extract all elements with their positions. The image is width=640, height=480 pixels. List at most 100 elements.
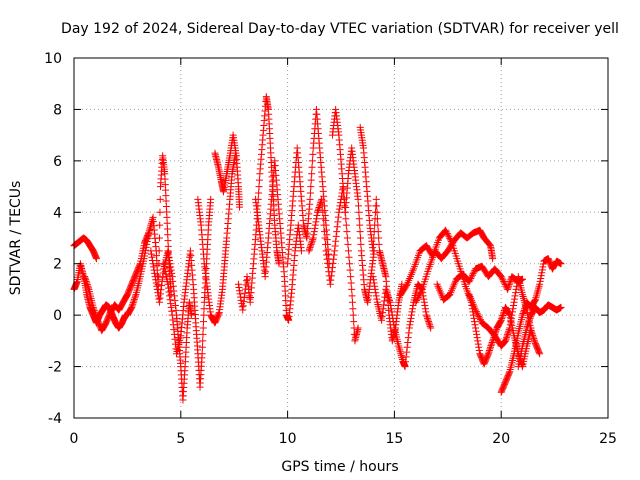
data-point bbox=[374, 228, 382, 236]
data-point bbox=[475, 312, 483, 320]
data-point bbox=[155, 234, 163, 242]
data-point bbox=[156, 208, 164, 216]
data-point bbox=[330, 251, 338, 259]
data-point bbox=[417, 289, 425, 297]
data-point bbox=[198, 350, 206, 358]
data-point bbox=[485, 347, 493, 354]
data-point bbox=[467, 275, 475, 282]
data-point bbox=[505, 327, 513, 335]
data-point bbox=[498, 313, 506, 321]
data-point bbox=[528, 328, 536, 336]
data-point bbox=[488, 338, 496, 346]
data-point bbox=[384, 292, 392, 300]
data-point bbox=[401, 363, 409, 371]
data-point bbox=[423, 313, 431, 321]
x-tick-label: 20 bbox=[492, 431, 510, 447]
data-point bbox=[165, 284, 173, 292]
data-points bbox=[70, 93, 565, 404]
data-point bbox=[379, 305, 387, 313]
data-point bbox=[342, 215, 350, 223]
data-point bbox=[187, 311, 195, 319]
data-point bbox=[165, 250, 173, 258]
data-point bbox=[529, 333, 537, 341]
data-point bbox=[379, 309, 387, 317]
data-point bbox=[159, 273, 167, 281]
data-point bbox=[169, 321, 177, 329]
data-point bbox=[402, 282, 410, 290]
data-point bbox=[372, 292, 380, 300]
data-point bbox=[375, 240, 383, 248]
data-point bbox=[488, 340, 496, 348]
data-point bbox=[465, 278, 473, 286]
data-point bbox=[130, 297, 138, 305]
data-point bbox=[255, 189, 263, 197]
data-point bbox=[255, 176, 263, 184]
data-point bbox=[498, 274, 506, 282]
y-tick-label: -4 bbox=[48, 411, 62, 427]
data-point bbox=[420, 295, 428, 303]
data-point bbox=[199, 337, 207, 345]
data-point bbox=[169, 282, 177, 290]
data-point bbox=[468, 273, 476, 281]
data-point bbox=[348, 298, 356, 306]
data-point bbox=[385, 295, 393, 303]
data-point bbox=[442, 226, 450, 234]
data-point bbox=[149, 260, 157, 268]
data-point bbox=[307, 240, 315, 248]
data-point bbox=[507, 314, 515, 322]
data-point bbox=[238, 303, 246, 311]
data-point bbox=[308, 239, 316, 247]
data-point bbox=[155, 295, 163, 303]
data-point bbox=[388, 308, 396, 316]
data-point bbox=[130, 295, 138, 303]
data-point bbox=[421, 305, 429, 313]
data-point bbox=[378, 316, 386, 324]
data-point bbox=[530, 335, 538, 343]
series-sat-a bbox=[70, 234, 100, 263]
data-point bbox=[345, 253, 353, 261]
data-point bbox=[155, 247, 163, 255]
data-point bbox=[165, 253, 173, 261]
data-point bbox=[170, 330, 178, 338]
data-point bbox=[507, 318, 515, 326]
data-point bbox=[470, 268, 478, 276]
data-point bbox=[171, 335, 179, 343]
data-point bbox=[403, 343, 411, 351]
data-point bbox=[349, 311, 357, 319]
data-point bbox=[323, 255, 331, 263]
data-point bbox=[348, 285, 356, 293]
data-point bbox=[413, 297, 421, 305]
data-point bbox=[349, 305, 357, 313]
data-point bbox=[539, 260, 547, 268]
data-point bbox=[346, 266, 354, 274]
data-point bbox=[487, 343, 495, 351]
data-point bbox=[508, 311, 516, 319]
plot-border bbox=[73, 57, 609, 419]
data-point bbox=[332, 237, 340, 245]
y-tick-label: 4 bbox=[53, 205, 62, 221]
data-point bbox=[499, 276, 507, 284]
series-sat-l bbox=[305, 183, 362, 345]
data-point bbox=[404, 338, 412, 346]
axis-ticks: 0 5 10 15 20 25 -4 -2 0 2 4 6 8 10 bbox=[44, 51, 617, 447]
data-point bbox=[497, 316, 505, 324]
data-point bbox=[310, 231, 318, 239]
data-point bbox=[389, 318, 397, 326]
data-point bbox=[468, 271, 476, 279]
data-point bbox=[422, 311, 430, 319]
data-point bbox=[356, 234, 364, 242]
data-point bbox=[413, 295, 421, 303]
data-point bbox=[514, 276, 522, 284]
data-point bbox=[519, 310, 527, 318]
data-point bbox=[329, 259, 337, 267]
data-point bbox=[383, 290, 391, 298]
data-point bbox=[308, 170, 316, 178]
data-point bbox=[315, 203, 323, 211]
data-point bbox=[446, 234, 454, 242]
data-point bbox=[199, 318, 207, 326]
data-point bbox=[387, 305, 395, 313]
data-point bbox=[375, 234, 383, 242]
data-point bbox=[466, 276, 474, 284]
data-point bbox=[356, 221, 364, 229]
data-point bbox=[142, 246, 150, 254]
